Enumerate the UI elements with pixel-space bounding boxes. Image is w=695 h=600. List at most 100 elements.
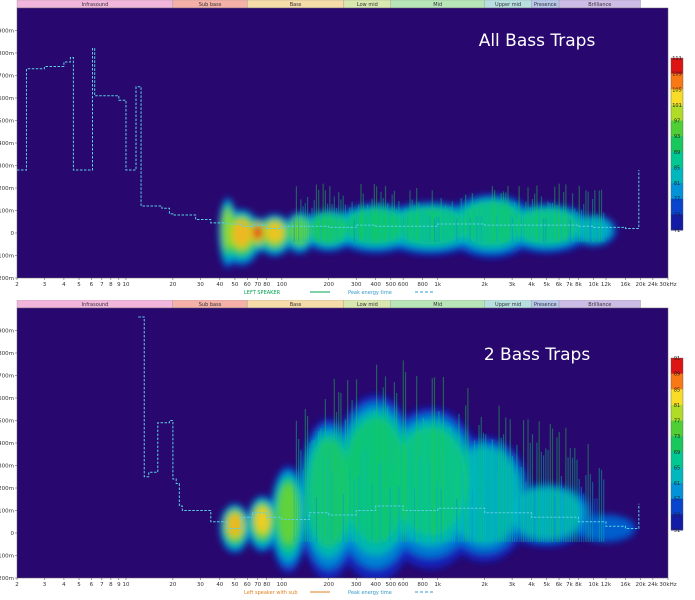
x-tick-label: 80 xyxy=(263,582,270,588)
x-tick-label: 20k xyxy=(635,582,646,588)
heat-blob xyxy=(290,218,309,243)
band-label: Bass xyxy=(290,2,302,8)
y-tick-label: 700m xyxy=(0,374,14,380)
color-scale-segment xyxy=(671,451,683,468)
x-tick-label: 10k xyxy=(589,282,600,288)
x-tick-label: 2 xyxy=(15,582,19,588)
x-tick-label: 70 xyxy=(254,582,261,588)
x-tick-label: 6k xyxy=(556,582,563,588)
x-tick-label: 2k xyxy=(481,282,488,288)
y-tick-label: 200m xyxy=(0,486,14,492)
x-tick-label: 8k xyxy=(575,582,582,588)
y-tick-label: -100m xyxy=(0,554,14,560)
plot-border xyxy=(16,7,669,279)
x-tick-label: 7 xyxy=(100,282,104,288)
color-scale-label: 61 xyxy=(674,481,680,487)
chart-legend: Left speaker with sub Peak energy time xyxy=(244,590,435,596)
color-scale-label: 65 xyxy=(674,465,680,471)
band-label: Infrasound xyxy=(82,2,109,8)
color-scale-label: 51 xyxy=(674,528,680,534)
heat-blob xyxy=(232,220,251,247)
plot-border xyxy=(16,307,669,579)
x-tick-label: 16k xyxy=(620,582,631,588)
x-tick-label: 3 xyxy=(43,282,47,288)
x-tick-label: 6k xyxy=(556,282,563,288)
x-tick-label: 3k xyxy=(509,582,516,588)
y-tick-label: 500m xyxy=(0,419,14,425)
color-scale-segment xyxy=(671,104,683,122)
x-tick-label: 5k xyxy=(543,582,550,588)
peak-energy-time-line xyxy=(138,316,640,529)
color-scale-label: 81 xyxy=(674,181,680,187)
color-scale-segment xyxy=(671,214,683,231)
x-tick-label: 100 xyxy=(277,582,288,588)
heat-blob xyxy=(307,438,350,548)
color-scale-segment xyxy=(671,89,683,106)
color-scale-segment xyxy=(671,467,683,484)
color-scale-segment xyxy=(671,420,683,437)
y-tick-label: -100m xyxy=(0,254,14,260)
y-tick-label: 900m xyxy=(0,29,14,35)
x-tick-label: 400 xyxy=(370,582,381,588)
x-tick-label: 7k xyxy=(566,282,573,288)
band-label: Bass xyxy=(290,302,302,308)
color-scale-bar: 91 89 85 81 77 73 69 65 61 57 53 51 xyxy=(670,356,684,534)
heat-blob xyxy=(227,513,242,537)
x-tick-label: 7 xyxy=(100,582,104,588)
heat-blob xyxy=(459,201,523,246)
y-tick-label: 400m xyxy=(0,441,14,447)
color-scale-label: 85 xyxy=(674,387,680,393)
peak-energy-time-line xyxy=(17,48,640,229)
y-tick-label: 300m xyxy=(0,464,14,470)
x-tick-label: 10 xyxy=(122,282,129,288)
x-tick-label: 70 xyxy=(254,282,261,288)
x-tick-label: 5 xyxy=(77,282,81,288)
x-tick-label: 800 xyxy=(417,582,428,588)
x-tick-label: 200 xyxy=(324,282,335,288)
x-tick-label: 24k xyxy=(648,282,659,288)
spectrogram-svg-top: Infrasound Sub bass Bass Low mid Mid Upper mi… xyxy=(0,0,684,296)
color-scale-label: 73 xyxy=(674,212,680,218)
x-tick-label: 2 xyxy=(15,282,19,288)
color-scale-label: 91 xyxy=(674,356,680,362)
color-scale-segment xyxy=(671,73,683,90)
x-tick-label: 2k xyxy=(481,582,488,588)
color-scale-label: 69 xyxy=(674,450,680,456)
legend-label: LEFT SPEAKER xyxy=(244,290,281,296)
heat-blob xyxy=(515,209,579,244)
color-scale-segment xyxy=(671,151,683,168)
y-tick-label: 400m xyxy=(0,141,14,147)
legend-label: Peak energy time xyxy=(348,290,392,296)
spectrogram-chart-2-bass-traps: Infrasound Sub bass Bass Low mid Mid Upper mi… xyxy=(0,300,695,600)
band-label: Presence xyxy=(534,2,557,8)
band-label: Brilliance xyxy=(588,2,611,8)
x-tick-label: 20k xyxy=(635,282,646,288)
y-tick-label: 0 xyxy=(11,231,15,237)
x-tick-label: 8 xyxy=(109,282,113,288)
color-scale-segment xyxy=(671,436,683,453)
color-scale-segment xyxy=(671,404,683,422)
energy-heatmap xyxy=(219,360,638,578)
heat-blob xyxy=(510,487,584,539)
band-label: Sub bass xyxy=(199,302,222,308)
color-scale-segment xyxy=(671,58,683,75)
energy-heatmap xyxy=(218,183,618,269)
band-label: Mid xyxy=(433,302,442,308)
x-tick-label: 10k xyxy=(589,582,600,588)
x-tick-label: 8k xyxy=(575,282,582,288)
color-scale-label: 89 xyxy=(674,372,680,378)
x-tick-label: 4 xyxy=(62,582,66,588)
x-tick-label: 6 xyxy=(90,282,94,288)
chart-title: 2 Bass Traps xyxy=(484,345,591,365)
x-tick-label: 4 xyxy=(62,282,66,288)
x-tick-label: 3 xyxy=(43,582,47,588)
color-scale-label: 89 xyxy=(674,150,680,156)
x-tick-label: 4k xyxy=(528,582,535,588)
band-label: Brilliance xyxy=(588,302,611,308)
color-scale-label: 97 xyxy=(674,119,680,125)
x-tick-label: 200 xyxy=(324,582,335,588)
x-tick-label: 600 xyxy=(398,282,409,288)
band-label: Upper mid xyxy=(495,302,521,308)
heat-blob xyxy=(253,226,262,239)
x-tick-label: 8 xyxy=(109,582,113,588)
